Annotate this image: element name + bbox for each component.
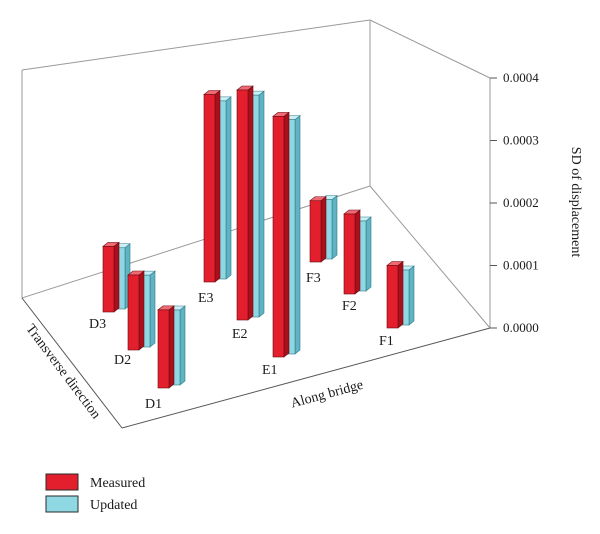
bar-front xyxy=(236,89,249,321)
bar-side xyxy=(168,305,175,389)
x-axis-label: Along bridge xyxy=(289,378,365,412)
bar-D1-updated xyxy=(168,305,186,386)
bar-E1-measured xyxy=(272,111,290,358)
bar-side xyxy=(179,305,186,386)
floor-front xyxy=(121,327,491,429)
category-labels: D1 D2 D3 E1 E2 E3 F1 F2 F3 xyxy=(89,271,394,412)
y-axis-label: SD of displacement xyxy=(568,147,583,258)
bar-side xyxy=(258,90,265,318)
floor-back-right xyxy=(369,185,491,329)
bar-F3-measured xyxy=(309,196,327,263)
category-label-e1: E1 xyxy=(262,363,278,378)
bar-side xyxy=(247,85,254,321)
bar-front xyxy=(102,246,115,313)
bar-E2-measured xyxy=(236,85,254,321)
legend-swatch-updated xyxy=(45,495,79,513)
bar-side xyxy=(365,216,372,292)
floor-left xyxy=(21,297,123,429)
y-tick-label: 0.0000 xyxy=(503,320,539,335)
bar-D2-measured xyxy=(127,270,145,351)
bar-E3-measured xyxy=(203,89,221,283)
bar-front xyxy=(386,265,399,329)
bar-F2-measured xyxy=(343,209,361,295)
bar-front xyxy=(343,213,356,295)
bar-side xyxy=(214,89,221,283)
category-label-d1: D1 xyxy=(145,397,162,412)
z-axis-ticks: 0.0000 0.0001 0.0002 0.0003 0.0004 xyxy=(490,70,539,335)
bars-group xyxy=(102,85,415,389)
bar-side xyxy=(354,209,361,295)
bar-front xyxy=(203,94,216,283)
back-wall-top xyxy=(21,19,371,71)
legend-label-measured: Measured xyxy=(90,476,145,491)
box-frame xyxy=(21,19,491,429)
y-tick-label: 0.0002 xyxy=(503,195,539,210)
category-label-e2: E2 xyxy=(232,327,248,342)
bar-side xyxy=(138,270,145,351)
bar-F3-updated xyxy=(320,195,338,260)
right-wall-top xyxy=(369,19,491,79)
bar-side xyxy=(283,111,290,358)
bar-side xyxy=(294,115,301,355)
y-tick-label: 0.0001 xyxy=(503,258,539,273)
category-label-d3: D3 xyxy=(89,317,106,332)
bar-side xyxy=(225,96,232,280)
transverse-axis-label: Transverse direction xyxy=(22,322,103,422)
bar-side xyxy=(397,260,404,329)
category-label-f1: F1 xyxy=(379,334,394,349)
back-wall-outline xyxy=(21,20,371,299)
bar-D3-measured xyxy=(102,241,120,313)
legend-swatch-measured xyxy=(45,473,79,491)
category-label-f3: F3 xyxy=(306,271,321,286)
bar-front xyxy=(157,309,170,389)
legend-label-updated: Updated xyxy=(90,498,137,513)
bar-side xyxy=(408,265,415,326)
bar-side xyxy=(320,196,327,263)
legend: Measured Updated xyxy=(45,473,145,513)
category-label-d2: D2 xyxy=(114,353,131,368)
bar-side xyxy=(331,195,338,260)
bar-D1-measured xyxy=(157,305,175,389)
bar-front xyxy=(272,116,285,358)
y-tick-label: 0.0004 xyxy=(503,70,539,85)
y-tick-label: 0.0003 xyxy=(503,133,539,148)
bar-front xyxy=(127,274,140,351)
category-label-e3: E3 xyxy=(198,291,214,306)
bar-E3-updated xyxy=(214,96,232,280)
bar-side xyxy=(113,241,120,313)
bar-F1-measured xyxy=(386,260,404,329)
category-label-f2: F2 xyxy=(342,299,357,314)
bar-side xyxy=(149,270,156,348)
bar-front xyxy=(309,200,322,263)
